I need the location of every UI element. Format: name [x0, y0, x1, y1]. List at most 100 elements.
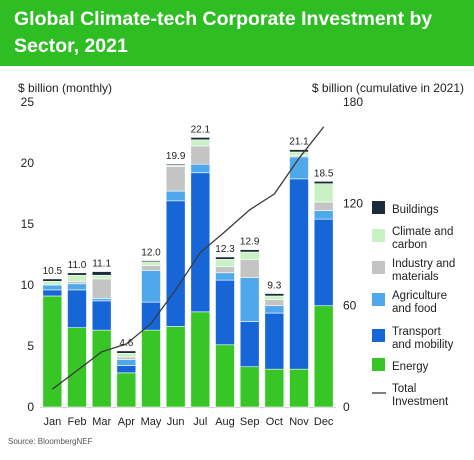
bar-segment	[91, 298, 112, 302]
y-tick-label: 5	[27, 339, 34, 353]
x-tick-label: Nov	[289, 416, 309, 428]
bar-segment	[190, 311, 211, 408]
x-tick-label: Sep	[240, 416, 260, 428]
bar-segment	[67, 289, 87, 329]
x-tick-label: May	[141, 416, 162, 428]
legend-label: Energy	[392, 361, 429, 373]
bar-segment	[313, 210, 334, 220]
bar-segment	[116, 372, 137, 408]
bar-total-label: 12.9	[240, 237, 260, 248]
y-tick-label: 0	[27, 400, 34, 414]
bar-segment	[141, 329, 161, 408]
bar-segment	[116, 353, 137, 358]
y-axis-label: $ billion (monthly)	[18, 81, 112, 95]
bar-segment	[215, 266, 235, 274]
y2-tick-label: 0	[343, 400, 350, 414]
bar-segment	[239, 259, 260, 278]
bar-total-label: 18.5	[314, 168, 334, 179]
bar-segment	[313, 305, 334, 408]
bar-total-label: 19.9	[166, 151, 186, 162]
y-tick-label: 15	[21, 217, 35, 231]
bar-segment	[42, 289, 63, 297]
legend-label: Total Investment	[392, 383, 449, 408]
bar-segment	[289, 178, 309, 370]
bar-segment	[264, 293, 285, 297]
bar-segment	[141, 270, 161, 303]
bar-segment	[215, 256, 235, 260]
bar-segment	[264, 295, 285, 300]
bar-segment	[239, 366, 260, 408]
x-tick-label: Oct	[266, 416, 283, 428]
bar-segment	[141, 301, 161, 331]
bar-segment	[91, 274, 112, 280]
bar-segment	[165, 190, 186, 202]
x-tick-label: Jun	[167, 416, 185, 428]
bar-segment	[165, 326, 186, 408]
bar-segment	[190, 172, 211, 313]
total-investment-line	[51, 126, 325, 390]
y-tick-label: 10	[21, 278, 35, 292]
y-tick-label: 25	[21, 95, 35, 109]
y2-tick-label: 60	[343, 298, 357, 312]
bar-segment	[289, 151, 309, 156]
legend-swatch	[372, 329, 385, 342]
bar-segment	[141, 260, 161, 263]
bar-segment	[116, 359, 137, 366]
x-tick-label: Jan	[43, 416, 61, 428]
bar-segment	[190, 145, 211, 165]
source-note: Source: BloombergNEF	[8, 437, 93, 446]
bar-segment	[190, 163, 211, 174]
bar-segment	[67, 281, 87, 285]
bar-segment	[215, 272, 235, 281]
bar-segment	[289, 149, 309, 153]
legend-swatch	[372, 201, 385, 214]
bar-segment	[67, 274, 87, 282]
bar-segment	[42, 295, 63, 408]
bar-segment	[239, 249, 260, 253]
bar-segment	[116, 350, 137, 354]
bar-segment	[215, 259, 235, 268]
legend-swatch	[372, 261, 385, 274]
bar-segment	[116, 356, 137, 360]
legend-label: Industry and materials	[392, 258, 455, 283]
chart-title: Global Climate-tech Corporate Investment…	[14, 8, 433, 57]
x-tick-label: Aug	[215, 416, 235, 428]
bar-segment	[91, 278, 112, 299]
x-tick-label: Feb	[68, 416, 87, 428]
bar-segment	[239, 321, 260, 368]
legend-label: Buildings	[392, 204, 439, 216]
title-banner: Global Climate-tech Corporate Investment…	[0, 0, 474, 66]
bar-segment	[165, 163, 186, 166]
x-tick-label: Dec	[314, 416, 334, 428]
x-tick-label: Jul	[193, 416, 207, 428]
bar-total-label: 21.1	[289, 137, 309, 148]
bar-segment	[264, 312, 285, 370]
legend-swatch	[372, 293, 385, 306]
bar-segment	[165, 166, 186, 192]
bar-segment	[264, 305, 285, 314]
bar-total-label: 22.1	[191, 124, 211, 135]
bar-segment	[264, 368, 285, 408]
y2-tick-label: 180	[343, 95, 363, 109]
bar-segment	[165, 200, 186, 327]
bar-segment	[313, 201, 334, 211]
bar-segment	[190, 139, 211, 147]
bar-segment	[116, 365, 137, 374]
bar-segment	[239, 277, 260, 322]
bar-segment	[313, 183, 334, 203]
y-tick-label: 20	[21, 156, 35, 170]
bar-segment	[91, 300, 112, 331]
bar-segment	[67, 283, 87, 291]
bar-segment	[215, 344, 235, 408]
bar-segment	[141, 261, 161, 266]
bar-segment	[215, 279, 235, 346]
legend-label: Climate and carbon	[392, 226, 453, 251]
bar-segment	[190, 137, 211, 141]
x-tick-label: Mar	[92, 416, 111, 428]
bar-segment	[239, 251, 260, 260]
bar-segment	[313, 181, 334, 185]
bar-total-label: 10.5	[43, 266, 63, 277]
bar-segment	[91, 271, 112, 276]
bar-total-label: 11.1	[92, 259, 111, 270]
